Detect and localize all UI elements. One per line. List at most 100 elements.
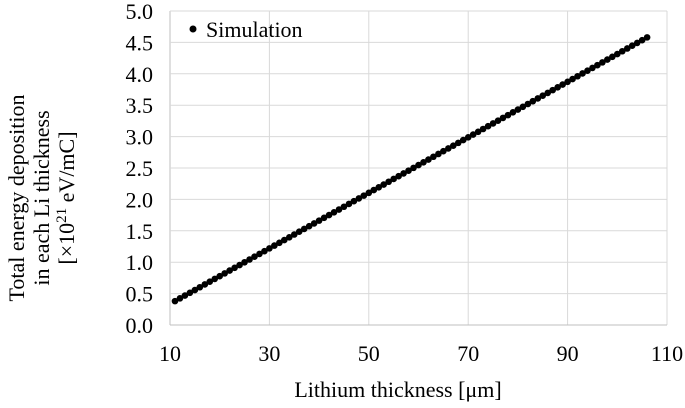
data-point	[474, 128, 482, 136]
x-tick-label: 90	[557, 341, 579, 366]
data-point	[519, 103, 527, 111]
data-point	[400, 170, 407, 177]
legend-label: Simulation	[206, 17, 303, 42]
data-point	[320, 214, 328, 222]
y-tick-label: 3.5	[126, 93, 154, 118]
data-point	[201, 281, 209, 288]
data-point	[246, 256, 253, 263]
y-tick-label: 2.5	[126, 156, 154, 181]
data-point	[171, 297, 179, 305]
data-point	[290, 231, 298, 238]
data-point	[251, 253, 258, 261]
y-tick-label: 5.0	[126, 0, 154, 24]
data-point	[261, 247, 268, 255]
data-point	[315, 217, 323, 224]
data-point	[395, 172, 402, 180]
data-point	[544, 89, 552, 97]
data-point	[345, 200, 353, 208]
data-point	[365, 189, 373, 197]
data-point	[638, 36, 646, 44]
data-point	[191, 286, 199, 294]
data-point	[425, 156, 432, 163]
data-point	[579, 70, 586, 77]
y-tick-label: 3.0	[126, 125, 154, 150]
data-point	[484, 122, 492, 130]
data-point	[271, 242, 278, 249]
data-point	[385, 178, 392, 186]
data-point	[231, 264, 238, 272]
data-point	[410, 164, 417, 172]
data-point	[609, 53, 616, 61]
data-point	[375, 184, 383, 191]
data-point	[584, 67, 591, 74]
data-point	[295, 228, 303, 236]
data-point	[310, 220, 318, 227]
data-point	[479, 125, 487, 133]
data-point	[221, 270, 228, 277]
data-point	[300, 225, 308, 233]
data-point	[415, 161, 422, 169]
y-tick-label: 0.5	[126, 282, 154, 307]
legend: Simulation	[189, 17, 303, 42]
data-point	[350, 197, 358, 205]
x-tick-label: 50	[358, 341, 380, 366]
data-point	[514, 106, 522, 113]
data-point	[529, 97, 537, 105]
data-point	[469, 131, 477, 138]
data-point	[390, 175, 397, 183]
data-point	[534, 95, 542, 102]
data-point	[281, 236, 288, 244]
series-simulation-points	[171, 34, 651, 305]
data-point	[524, 100, 532, 108]
y-tick-label: 1.5	[126, 219, 154, 244]
y-tick-label: 4.5	[126, 30, 154, 55]
data-point	[464, 134, 472, 141]
data-point	[181, 292, 189, 299]
data-point	[589, 64, 596, 72]
data-point	[628, 42, 636, 50]
x-tick-label: 110	[651, 341, 683, 366]
y-tick-label: 2.0	[126, 187, 154, 212]
grid	[169, 10, 668, 326]
data-point	[554, 84, 561, 91]
y-axis-unit-suffix: eV/mC]	[54, 131, 79, 207]
data-point	[604, 56, 611, 63]
data-point	[285, 233, 293, 241]
data-point	[594, 61, 601, 69]
data-point	[489, 120, 497, 127]
data-point	[211, 275, 219, 283]
data-point	[509, 109, 517, 116]
data-point	[499, 114, 507, 122]
data-point	[459, 136, 467, 144]
data-point	[216, 272, 223, 280]
y-axis-title: Total energy deposition in each Li thick…	[4, 94, 79, 301]
x-tick-label: 70	[457, 341, 479, 366]
data-point	[618, 47, 626, 55]
data-point	[440, 147, 447, 155]
data-point	[623, 45, 631, 52]
data-point	[186, 289, 194, 297]
y-axis-unit-exponent: 21	[54, 208, 70, 223]
y-tick-label: 1.0	[126, 250, 154, 275]
data-point	[405, 167, 412, 174]
data-point	[325, 211, 333, 219]
x-tick-label: 10	[159, 341, 181, 366]
data-point	[569, 75, 576, 83]
data-point	[276, 239, 283, 247]
data-point	[435, 150, 442, 158]
legend-marker	[189, 25, 197, 33]
data-point	[340, 203, 348, 211]
data-point	[360, 192, 368, 199]
y-tick-label: 0.0	[126, 313, 154, 338]
data-point	[574, 72, 581, 80]
data-point	[355, 195, 363, 202]
data-point	[494, 117, 502, 124]
data-point	[226, 267, 233, 274]
y-tick-label: 4.0	[126, 62, 154, 87]
y-axis-title-line-1: Total energy deposition	[4, 94, 29, 301]
y-axis-unit-prefix: [×10	[54, 223, 79, 265]
data-point	[370, 186, 378, 194]
data-point	[380, 181, 388, 188]
data-point	[176, 295, 184, 302]
